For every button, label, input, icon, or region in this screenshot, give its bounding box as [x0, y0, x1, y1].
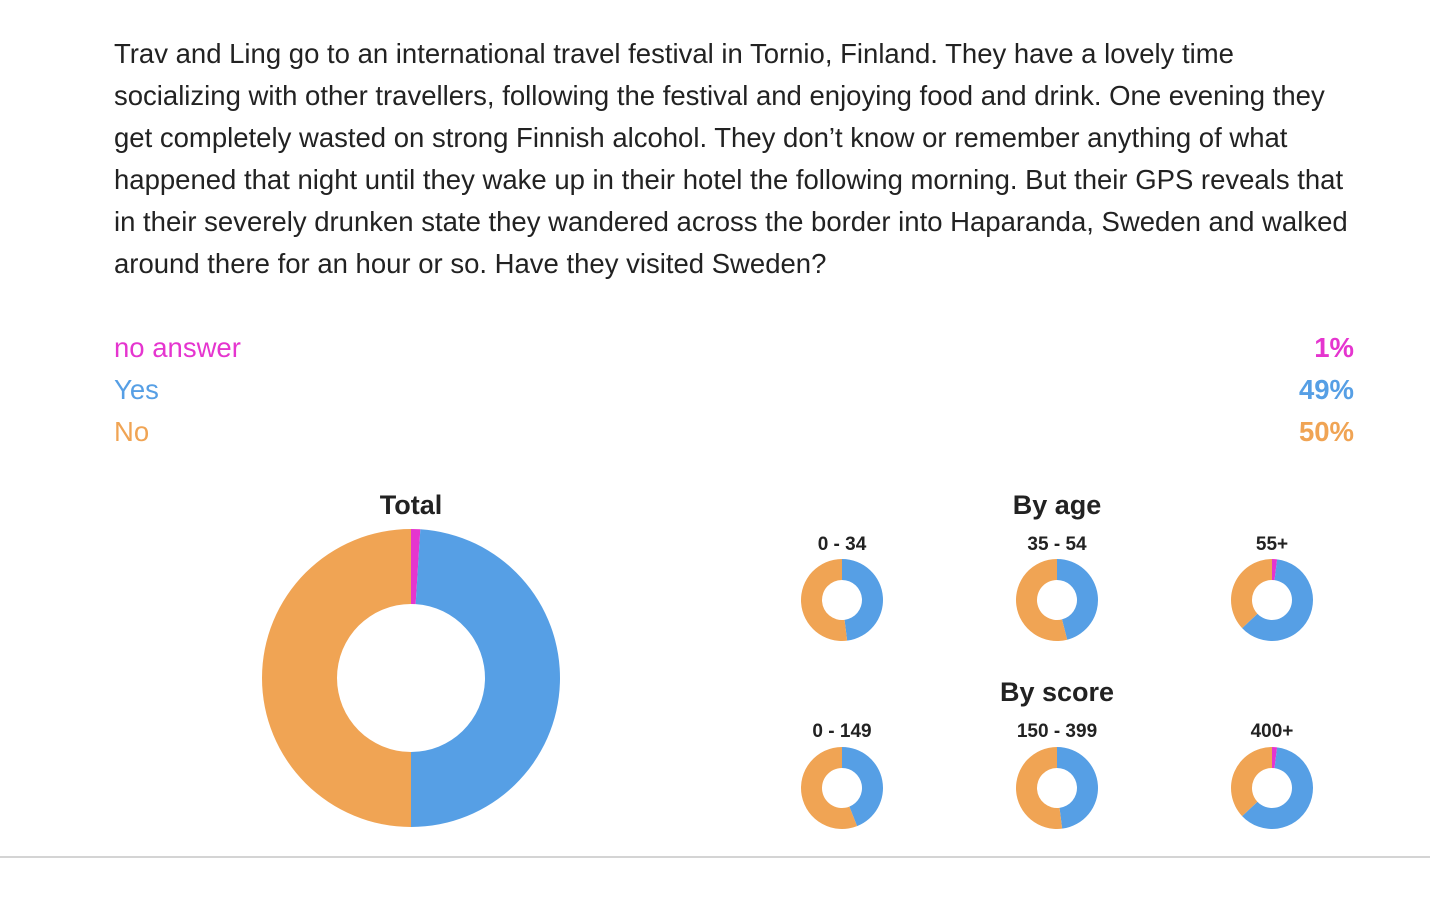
score-0-149-label: 0 - 149	[812, 721, 872, 742]
donut-slice-no-answer	[411, 529, 421, 605]
donut-slice-no	[1231, 747, 1272, 817]
age-35-54-donut	[1016, 559, 1098, 641]
donut-slice-no	[1231, 559, 1272, 629]
age-0-34-label: 0 - 34	[817, 534, 867, 555]
answer-row-no: No 50%	[114, 411, 1354, 453]
answer-pct-yes: 49%	[1298, 374, 1354, 405]
answer-row-yes: Yes 49%	[114, 369, 1354, 411]
age-35-54-label: 35 - 54	[1027, 534, 1087, 555]
answer-row-no-answer: no answer 1%	[114, 327, 1354, 369]
donut-slice-no	[262, 529, 411, 827]
donut-slice-yes	[1057, 747, 1098, 829]
donut-slice-yes	[842, 559, 883, 641]
donut-slice-no	[1016, 559, 1068, 641]
answer-legend: no answer 1% Yes 49% No 50%	[114, 327, 1354, 453]
donut-slice-yes	[411, 529, 560, 827]
donut-slice-yes	[1242, 559, 1313, 641]
answer-label-no: No	[114, 416, 150, 447]
bottom-divider	[0, 856, 1430, 858]
age-55-plus-donut	[1231, 559, 1313, 641]
donut-slice-no-answer	[1272, 559, 1278, 581]
total-chart-title: Total	[379, 490, 443, 520]
donut-slice-no	[1016, 747, 1063, 829]
donut-slice-no	[801, 559, 848, 641]
total-donut-chart	[262, 529, 560, 827]
by-age-title: By age	[1012, 490, 1102, 520]
donut-slice-no-answer	[1272, 747, 1278, 769]
answer-label-no-answer: no answer	[114, 332, 241, 363]
score-150-399-label: 150 - 399	[1016, 721, 1098, 742]
score-400-plus-label: 400+	[1250, 721, 1294, 742]
score-400-plus-donut	[1231, 747, 1313, 829]
answer-label-yes: Yes	[114, 374, 159, 405]
answer-pct-no: 50%	[1298, 416, 1354, 447]
donut-slice-yes	[842, 747, 883, 827]
question-text: Trav and Ling go to an international tra…	[114, 38, 1348, 279]
answer-pct-no-answer: 1%	[1314, 332, 1354, 363]
age-0-34-donut	[801, 559, 883, 641]
score-0-149-donut	[801, 747, 883, 829]
donut-slice-yes	[1057, 559, 1098, 640]
donut-slice-yes	[1242, 747, 1313, 829]
donut-slice-no	[801, 747, 858, 829]
by-score-title: By score	[999, 677, 1115, 707]
score-150-399-donut	[1016, 747, 1098, 829]
age-55-plus-label: 55+	[1255, 534, 1289, 555]
